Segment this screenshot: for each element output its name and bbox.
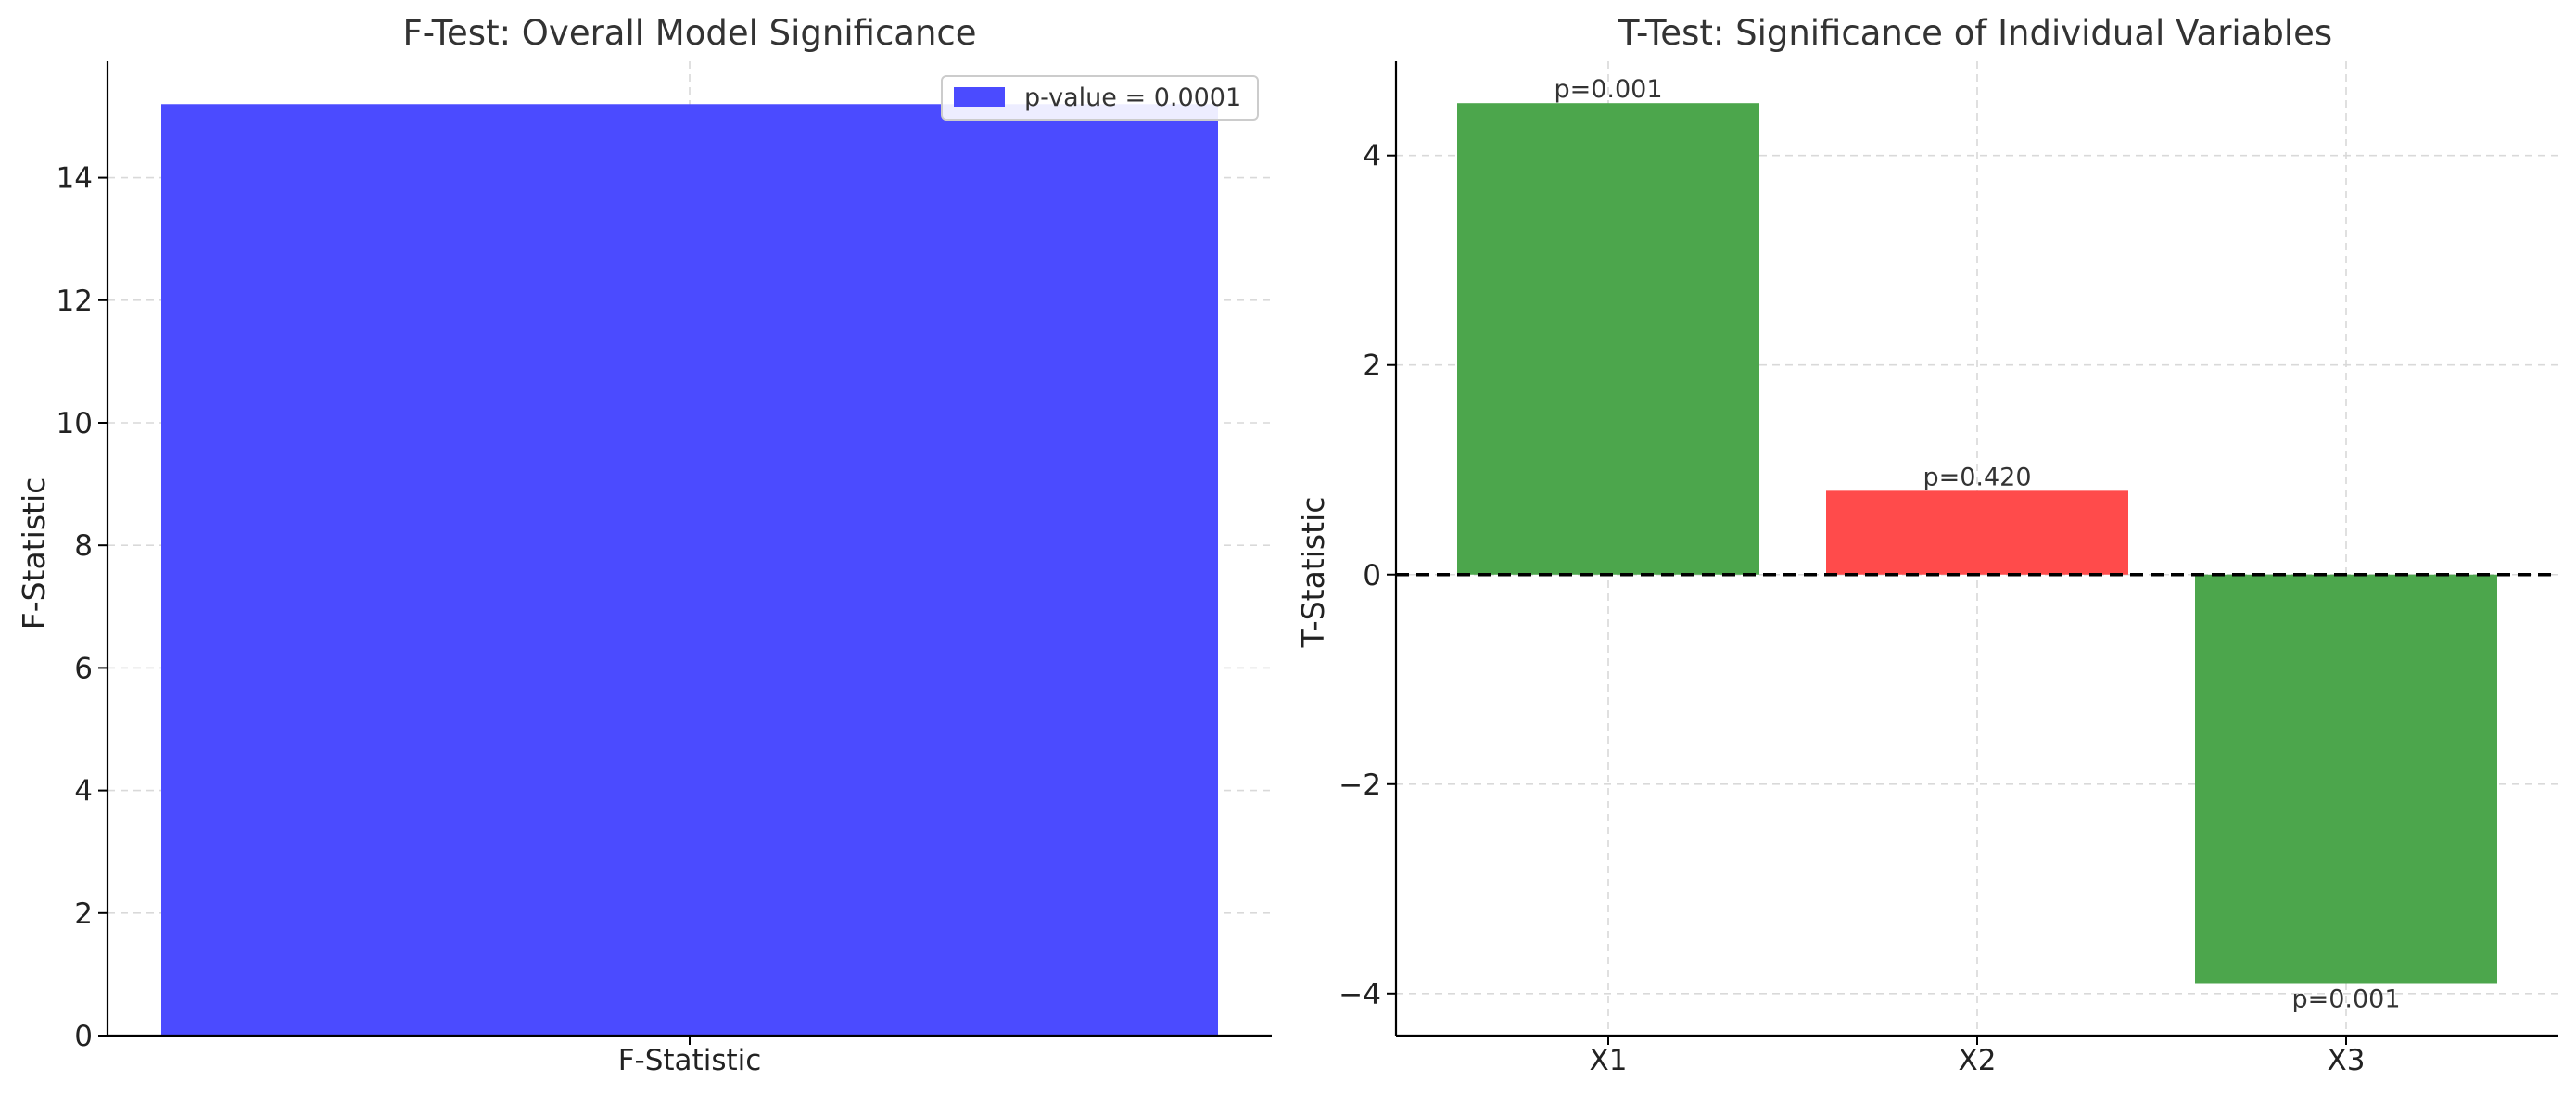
- y-tick-label: 8: [74, 529, 93, 563]
- x-tick-label: F-Statistic: [618, 1044, 762, 1077]
- y-tick-label: 4: [1363, 140, 1381, 173]
- f-test-legend: p-value = 0.0001: [941, 75, 1259, 121]
- y-tick-label: 2: [1363, 350, 1381, 383]
- f-test-title: F-Test: Overall Model Significance: [402, 13, 976, 53]
- y-tick-label: 10: [57, 407, 93, 440]
- y-tick-label: 0: [74, 1020, 93, 1053]
- x-tick-label: X2: [1959, 1044, 1997, 1077]
- p-value-annotation: p=0.001: [2291, 985, 2400, 1013]
- t-statistic-bar-x2: [1826, 490, 2128, 575]
- y-tick-label: 12: [57, 285, 93, 318]
- t-statistic-bar-x3: [2195, 574, 2497, 984]
- y-tick-label: 6: [74, 652, 93, 685]
- f-test-x-ticks: F-Statistic: [618, 1036, 762, 1077]
- p-value-annotation: p=0.001: [1554, 75, 1662, 104]
- f-statistic-bar: [161, 104, 1218, 1036]
- t-test-y-ticks: −4 −2 0 2 4: [1339, 140, 1396, 1011]
- t-test-x-ticks: X1 X2 X3: [1590, 1036, 2366, 1077]
- x-tick-label: X3: [2328, 1044, 2366, 1077]
- f-test-y-axis-label: F-Statistic: [16, 477, 52, 630]
- x-tick-label: X1: [1590, 1044, 1628, 1077]
- t-test-annotations: p=0.001 p=0.420 p=0.001: [1554, 75, 2400, 1013]
- y-tick-label: 4: [74, 775, 93, 808]
- y-tick-label: 14: [57, 162, 93, 196]
- p-value-annotation: p=0.420: [1922, 463, 2031, 491]
- t-test-bars: [1457, 103, 2497, 984]
- t-statistic-bar-x1: [1457, 103, 1759, 575]
- t-test-title: T-Test: Significance of Individual Varia…: [1618, 13, 2332, 53]
- f-test-panel: F-Test: Overall Model Significance F-Sta…: [16, 13, 1272, 1077]
- f-test-bars: [161, 104, 1218, 1036]
- t-test-y-axis-label: T-Statistic: [1295, 497, 1331, 649]
- y-tick-label: −2: [1339, 769, 1381, 802]
- y-tick-label: 2: [74, 897, 93, 931]
- legend-box: [941, 75, 1259, 121]
- legend-swatch: [954, 87, 1005, 107]
- t-test-panel: T-Test: Significance of Individual Varia…: [1295, 13, 2558, 1077]
- legend-label: p-value = 0.0001: [1024, 83, 1241, 112]
- y-tick-label: −4: [1339, 978, 1381, 1011]
- f-test-y-ticks: 0 2 4 6 8 10 12 14: [57, 162, 108, 1053]
- y-tick-label: 0: [1363, 559, 1381, 592]
